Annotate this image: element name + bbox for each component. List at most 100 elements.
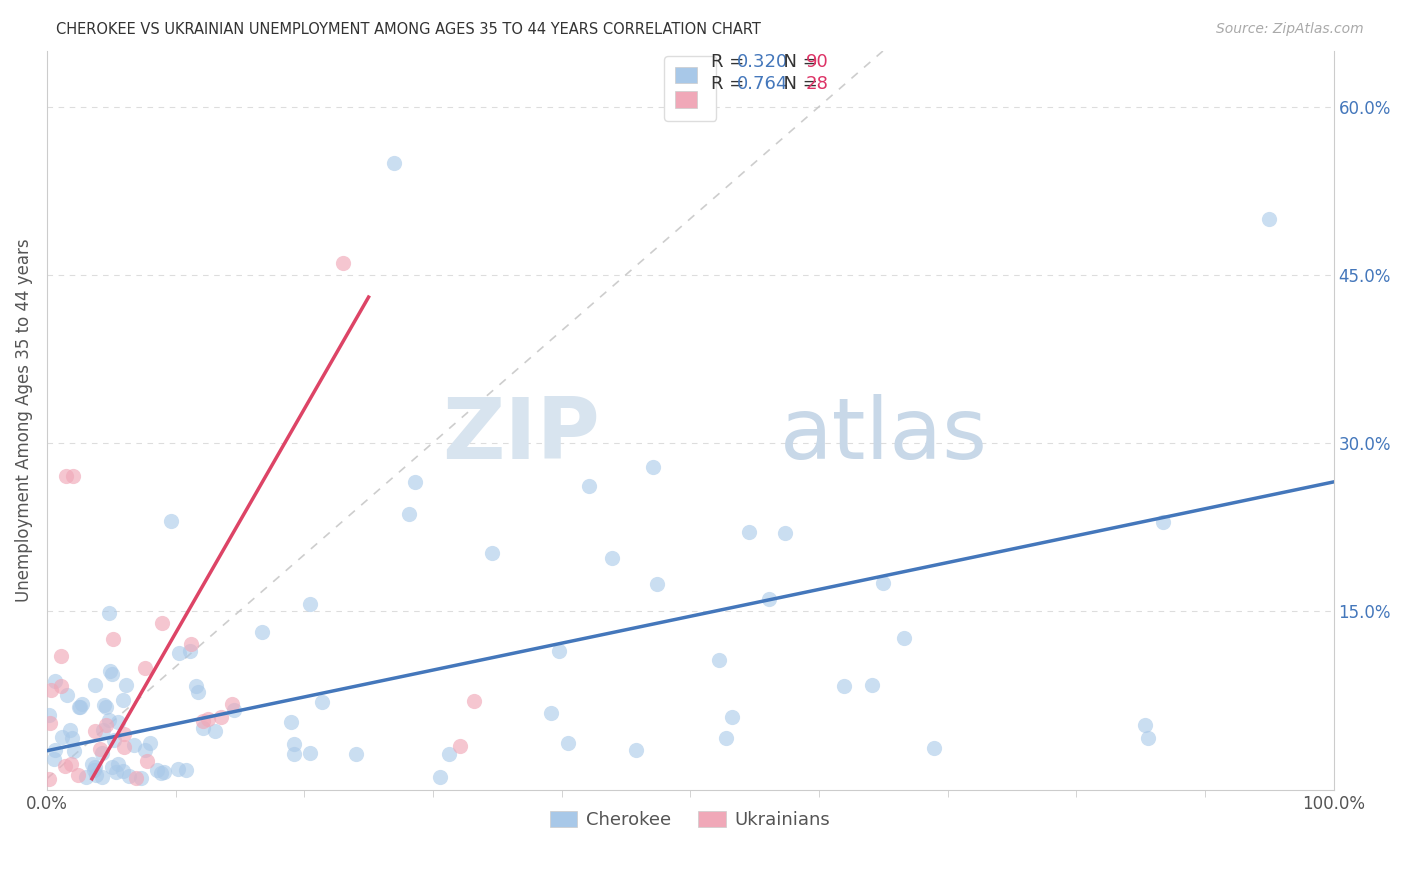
Point bbox=[38, 707, 60, 722]
Point bbox=[283, 747, 305, 761]
Point bbox=[112, 727, 135, 741]
Point bbox=[557, 736, 579, 750]
Point bbox=[124, 738, 146, 752]
Point bbox=[39, 682, 62, 697]
Point bbox=[149, 765, 172, 780]
Text: Source: ZipAtlas.com: Source: ZipAtlas.com bbox=[1216, 22, 1364, 37]
Point bbox=[93, 698, 115, 712]
Point bbox=[139, 736, 162, 750]
Point bbox=[174, 764, 197, 778]
Point bbox=[332, 256, 354, 270]
Point bbox=[101, 760, 124, 774]
Point bbox=[105, 765, 128, 780]
Point bbox=[645, 577, 668, 591]
Point bbox=[83, 678, 105, 692]
Text: CHEROKEE VS UKRAINIAN UNEMPLOYMENT AMONG AGES 35 TO 44 YEARS CORRELATION CHART: CHEROKEE VS UKRAINIAN UNEMPLOYMENT AMONG… bbox=[56, 22, 761, 37]
Point bbox=[344, 747, 367, 762]
Point bbox=[93, 723, 115, 737]
Point bbox=[83, 760, 105, 774]
Point bbox=[118, 769, 141, 783]
Point bbox=[737, 524, 759, 539]
Point bbox=[112, 692, 135, 706]
Point bbox=[398, 508, 420, 522]
Point bbox=[107, 757, 129, 772]
Point bbox=[382, 155, 405, 169]
Point bbox=[51, 730, 73, 744]
Point bbox=[55, 469, 77, 483]
Point bbox=[179, 644, 201, 658]
Legend: Cherokee, Ukrainians: Cherokee, Ukrainians bbox=[543, 804, 838, 837]
Point bbox=[624, 743, 647, 757]
Point bbox=[131, 772, 153, 786]
Point bbox=[150, 615, 173, 630]
Point bbox=[481, 546, 503, 560]
Text: N =: N = bbox=[772, 75, 824, 93]
Point bbox=[311, 695, 333, 709]
Point bbox=[298, 597, 321, 611]
Point bbox=[922, 741, 945, 756]
Point bbox=[44, 673, 66, 688]
Point bbox=[70, 697, 93, 711]
Point bbox=[180, 637, 202, 651]
Point bbox=[97, 606, 120, 620]
Point bbox=[209, 710, 232, 724]
Point bbox=[714, 731, 737, 745]
Point bbox=[184, 679, 207, 693]
Point bbox=[125, 772, 148, 786]
Point bbox=[146, 764, 169, 778]
Point bbox=[101, 667, 124, 681]
Point bbox=[38, 772, 60, 786]
Point bbox=[94, 718, 117, 732]
Point bbox=[298, 746, 321, 760]
Point bbox=[221, 697, 243, 711]
Point bbox=[197, 713, 219, 727]
Point bbox=[134, 742, 156, 756]
Point bbox=[91, 770, 114, 784]
Point bbox=[437, 747, 460, 761]
Point bbox=[283, 737, 305, 751]
Point bbox=[641, 460, 664, 475]
Point bbox=[832, 679, 855, 693]
Point bbox=[860, 678, 883, 692]
Y-axis label: Unemployment Among Ages 35 to 44 years: Unemployment Among Ages 35 to 44 years bbox=[15, 238, 32, 602]
Point bbox=[758, 592, 780, 607]
Point bbox=[159, 514, 181, 528]
Point bbox=[112, 739, 135, 754]
Point bbox=[204, 723, 226, 738]
Point bbox=[893, 631, 915, 645]
Point bbox=[872, 576, 894, 591]
Point bbox=[75, 770, 97, 784]
Point bbox=[63, 744, 86, 758]
Point bbox=[404, 475, 426, 490]
Point bbox=[62, 469, 84, 483]
Point bbox=[193, 714, 215, 728]
Point bbox=[540, 706, 562, 720]
Point bbox=[773, 526, 796, 541]
Point bbox=[191, 722, 214, 736]
Point bbox=[1258, 211, 1281, 226]
Text: 28: 28 bbox=[806, 75, 828, 93]
Point bbox=[1137, 731, 1160, 745]
Point bbox=[90, 746, 112, 760]
Text: 0.320: 0.320 bbox=[737, 53, 787, 70]
Point bbox=[59, 723, 82, 738]
Point bbox=[53, 759, 76, 773]
Text: R =: R = bbox=[711, 75, 751, 93]
Point bbox=[252, 624, 274, 639]
Point bbox=[224, 703, 246, 717]
Point bbox=[166, 762, 188, 776]
Point bbox=[69, 700, 91, 714]
Point bbox=[136, 754, 159, 768]
Point bbox=[167, 646, 190, 660]
Point bbox=[187, 684, 209, 698]
Point bbox=[97, 714, 120, 728]
Point bbox=[153, 764, 176, 779]
Point bbox=[56, 688, 79, 702]
Point bbox=[98, 665, 121, 679]
Point bbox=[89, 742, 111, 756]
Point bbox=[721, 710, 744, 724]
Point bbox=[134, 661, 156, 675]
Point bbox=[600, 550, 623, 565]
Point bbox=[449, 739, 471, 754]
Point bbox=[66, 768, 89, 782]
